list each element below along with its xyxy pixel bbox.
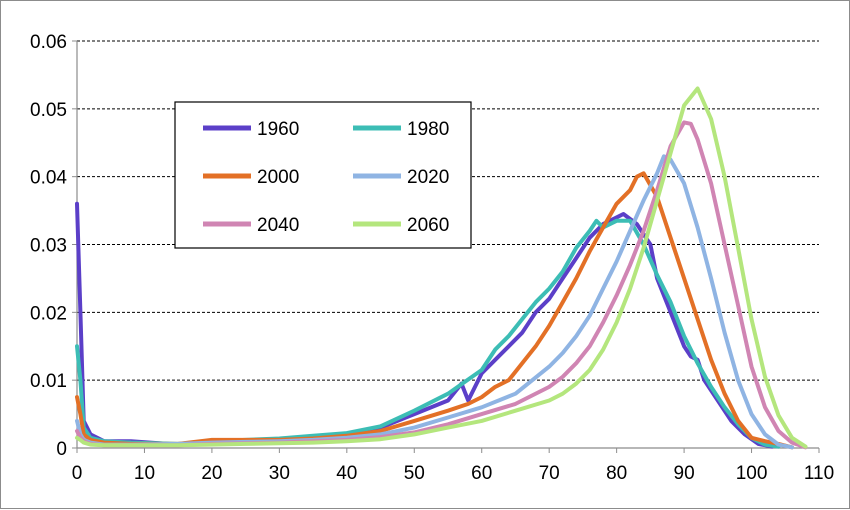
x-tick-label: 60 bbox=[471, 463, 492, 484]
y-tick-label: 0 bbox=[56, 439, 67, 460]
x-tick-label: 100 bbox=[736, 463, 768, 484]
y-tick-label: 0.04 bbox=[30, 168, 67, 189]
legend-label-2020: 2020 bbox=[407, 167, 449, 188]
legend-label-2000: 2000 bbox=[257, 167, 299, 188]
x-tick-label: 110 bbox=[804, 463, 834, 484]
x-tick-label: 30 bbox=[269, 463, 290, 484]
legend-label-1980: 1980 bbox=[407, 119, 449, 140]
legend-label-2060: 2060 bbox=[407, 215, 449, 236]
y-tick-label: 0.02 bbox=[30, 303, 67, 324]
x-tick-label: 40 bbox=[336, 463, 357, 484]
x-tick-label: 70 bbox=[539, 463, 560, 484]
legend-label-2040: 2040 bbox=[257, 215, 299, 236]
legend-label-1960: 1960 bbox=[257, 119, 299, 140]
legend: 1960 1980 2000 2020 2040 2060 bbox=[174, 101, 472, 249]
x-tick-label: 50 bbox=[404, 463, 425, 484]
x-tick-label: 0 bbox=[72, 463, 83, 484]
x-tick-label: 90 bbox=[674, 463, 695, 484]
x-tick-label: 10 bbox=[134, 463, 155, 484]
series-line-2060 bbox=[75, 86, 808, 449]
y-tick-label: 0.01 bbox=[30, 371, 67, 392]
x-tick-label: 20 bbox=[201, 463, 222, 484]
y-tick-label: 0.06 bbox=[30, 32, 67, 53]
series-lines bbox=[75, 86, 808, 450]
series-line-1980 bbox=[75, 218, 781, 449]
y-tick-label: 0.05 bbox=[30, 100, 67, 121]
axes: 0 0.01 0.02 0.03 0.04 0.05 0.06 0 10 20 30 40 50 60 70… bbox=[30, 32, 834, 484]
y-tick-label: 0.03 bbox=[30, 236, 67, 257]
x-tick-label: 80 bbox=[606, 463, 627, 484]
